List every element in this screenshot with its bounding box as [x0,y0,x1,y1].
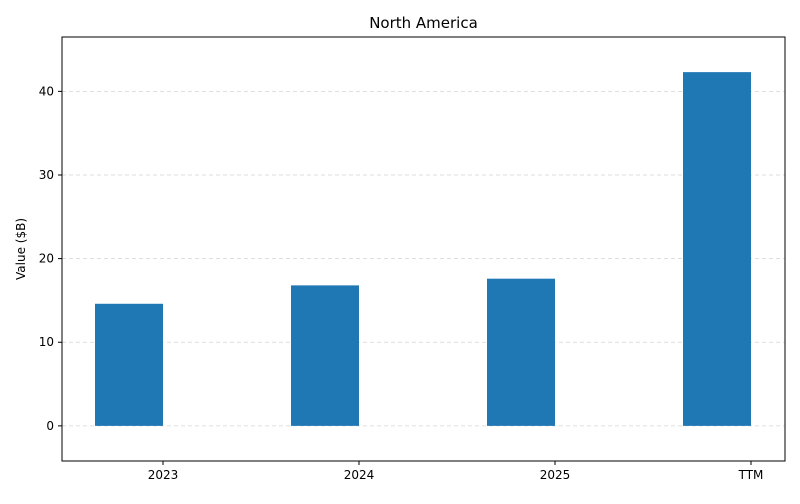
x-tick-label: 2023 [148,468,179,482]
y-tick-label: 30 [39,168,54,182]
y-tick-label: 10 [39,335,54,349]
x-tick-label: 2024 [344,468,375,482]
x-tick-label: 2025 [540,468,571,482]
grid-lines [62,90,785,427]
bar-2024 [291,285,359,426]
x-tick-label: TTM [738,468,764,482]
x-axis-ticks: 2023 2024 2025 TTM [148,461,764,482]
bar-2023 [95,303,163,426]
bars [95,72,751,426]
bar-ttm [683,72,751,426]
bar-2025 [487,278,555,426]
y-tick-label: 20 [39,252,54,266]
chart-title: North America [369,14,478,32]
y-tick-label: 0 [46,419,54,433]
y-axis-label: Value ($B) [14,218,28,280]
y-tick-label: 40 [39,84,54,98]
y-axis-ticks: 0 10 20 30 40 [39,84,62,433]
plot-frame [61,36,786,462]
